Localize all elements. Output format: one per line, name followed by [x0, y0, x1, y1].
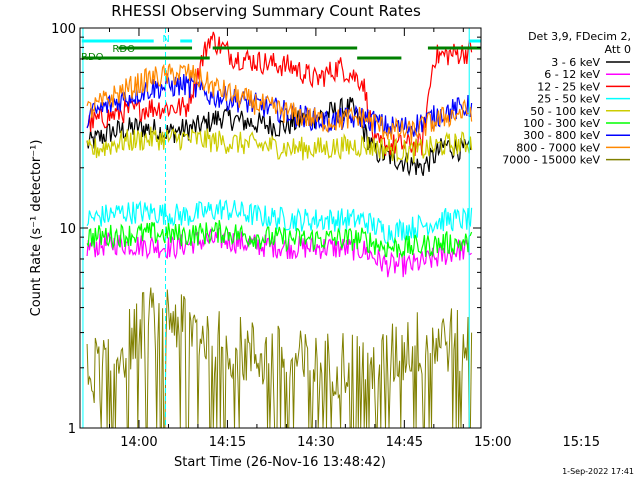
x-tick-label: 15:00	[474, 435, 511, 450]
legend-entry-label: 100 - 300 keV	[523, 117, 600, 130]
y-axis: 1 10 100	[51, 22, 481, 437]
legend-entry-label: 12 - 25 keV	[537, 80, 600, 93]
series-layer	[86, 31, 473, 428]
series-line-7	[86, 63, 473, 144]
chart-title: RHESSI Observing Summary Count Rates	[111, 2, 421, 20]
series-line-8	[86, 287, 473, 428]
left-flag-label: RDO	[81, 52, 104, 63]
decimation-label: RDO	[112, 44, 135, 55]
series-line-6	[86, 72, 473, 137]
x-tick-label: 15:15	[563, 435, 600, 450]
footer-date: 1-Sep-2022 17:41	[562, 467, 634, 476]
legend-entry-label: 50 - 100 keV	[530, 105, 600, 118]
y-tick-label: 10	[59, 222, 76, 237]
y-tick-label: 100	[51, 22, 76, 37]
x-axis: 14:00 14:15 14:30 14:45 15:00 15:15	[79, 28, 600, 450]
x-tick-label: 14:00	[120, 435, 157, 450]
x-tick-label: 14:30	[297, 435, 334, 450]
x-axis-label: Start Time (26-Nov-16 13:48:42)	[174, 455, 386, 470]
plot-area: N RDO RDO	[79, 27, 482, 429]
legend-entry-label: 6 - 12 keV	[544, 68, 600, 81]
attenuator-label: N	[162, 34, 169, 45]
legend-header-line-2: Att 0	[605, 43, 631, 56]
series-line-2	[86, 31, 473, 156]
legend-entry-label: 800 - 7000 keV	[516, 141, 600, 154]
y-tick-label: 1	[68, 422, 76, 437]
legend-entry-label: 25 - 50 keV	[537, 93, 600, 106]
legend-entry-label: 3 - 6 keV	[551, 56, 600, 69]
legend-entry-label: 7000 - 15000 keV	[502, 154, 600, 167]
legend-header-line-1: Det 3,9, FDecim 2,	[528, 30, 631, 43]
flag-bars: N RDO RDO	[81, 34, 481, 63]
series-line-3	[86, 199, 473, 245]
x-tick-label: 14:45	[386, 435, 423, 450]
legend-entry-label: 300 - 800 keV	[523, 129, 600, 142]
x-tick-label: 14:15	[209, 435, 246, 450]
series-line-1	[86, 227, 472, 278]
series-line-5	[86, 219, 473, 259]
y-axis-label: Count Rate (s⁻¹ detector⁻¹)	[29, 140, 44, 317]
series-line-4	[86, 126, 473, 164]
